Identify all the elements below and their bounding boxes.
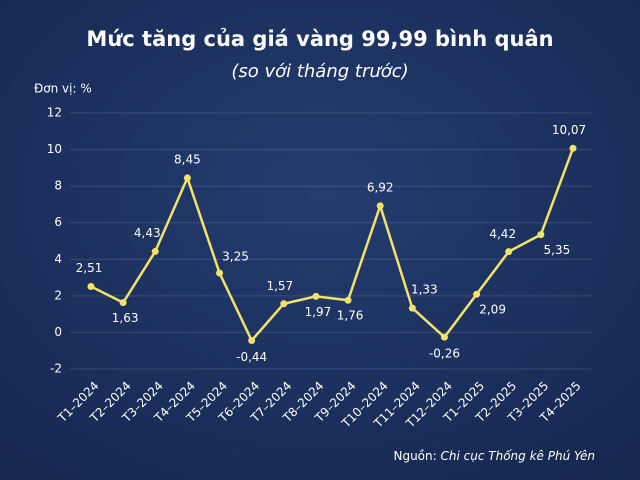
data-point [473,290,481,298]
y-tick-label: 12 [47,106,62,120]
data-label: -0,26 [429,347,460,361]
source-name: Chi cục Thống kê Phú Yên [441,449,595,463]
data-label: 1,33 [411,283,438,297]
data-point [376,202,384,210]
data-point [344,296,352,304]
data-point [505,248,513,256]
data-point [216,269,224,277]
unit-label: Đơn vị: % [34,82,92,96]
data-point [408,304,416,312]
data-label: 1,97 [305,305,332,319]
y-tick-label: -2 [50,362,62,376]
data-point [537,231,545,239]
y-tick-label: 0 [54,325,62,339]
data-line [90,147,575,342]
data-label: 4,43 [134,226,161,240]
chart-subtitle: (so với tháng trước) [231,61,408,82]
data-label: 2,09 [479,303,506,317]
y-tick-label: 8 [54,179,62,193]
data-point [119,299,127,307]
data-label: 2,51 [76,261,103,275]
data-label: 1,76 [337,309,364,323]
chart-title: Mức tăng của giá vàng 99,99 bình quân [86,27,553,51]
data-label: 10,07 [552,123,586,137]
source: Nguồn: Chi cục Thống kê Phú Yên [393,449,595,463]
data-label: 1,63 [112,311,139,325]
data-label: 1,57 [266,279,293,293]
data-point [312,292,320,300]
source-label: Nguồn: [393,449,436,463]
y-tick-label: 4 [54,252,62,266]
y-tick-label: 6 [54,215,62,229]
y-tick-label: 2 [54,288,62,302]
data-label: 6,92 [367,180,394,194]
data-point [280,300,288,308]
data-label: 4,42 [489,227,516,241]
y-tick-label: 10 [47,142,62,156]
data-label: 3,25 [222,250,249,264]
data-point [183,174,191,182]
data-label: -0,44 [236,350,267,364]
data-point [151,247,159,255]
data-point [440,333,448,341]
data-point [569,144,577,152]
data-label: 8,45 [174,152,201,166]
data-label: 5,35 [544,243,571,257]
data-point [248,336,256,344]
data-point [87,283,95,291]
